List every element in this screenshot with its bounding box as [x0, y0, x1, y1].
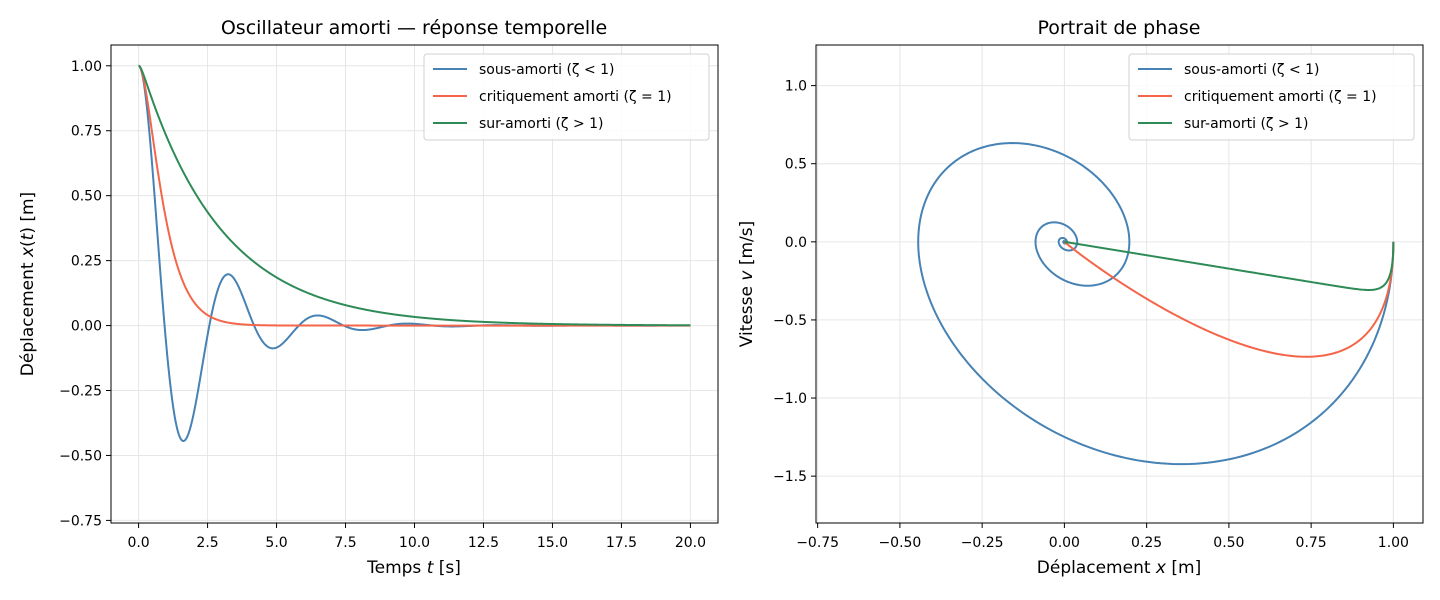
time-series-line-2: [137, 64, 692, 327]
time-y-tick-label: 0.00: [71, 319, 102, 335]
phase-x-tick-label: −0.75: [796, 535, 839, 551]
time-legend-label-1: critiquement amorti (ζ = 1): [479, 89, 672, 105]
time-legend: sous-amorti (ζ < 1) critiquement amorti (…: [423, 53, 710, 141]
phase-series-lines: [917, 142, 1395, 466]
phase-axes-frame: [815, 44, 1424, 524]
phase-y-tick-label: 1.0: [785, 79, 807, 95]
time-y-tick-label: 0.50: [71, 189, 102, 205]
time-y-tick-label: −0.75: [59, 513, 102, 529]
time-response-panel: Oscillateur amorti — réponse temporelle …: [18, 17, 719, 578]
time-x-tick-label: 17.5: [606, 535, 637, 551]
time-y-ticks: 1.00 0.75 0.50 0.25 0.00 −0.25 −0.50 −0.75: [59, 59, 111, 529]
phase-legend-label-0: sous-amorti (ζ < 1): [1184, 62, 1320, 78]
phase-y-axis-label: Vitesse v [m/s]: [737, 221, 757, 348]
time-x-ticks: 0.0 2.5 5.0 7.5 10.0 12.5 15.0 17.5 20.0: [127, 523, 706, 551]
phase-portrait-panel: Portrait de phase −0.75 −0.50 −0.25 0.00 0.2…: [737, 17, 1424, 578]
time-y-tick-label: −0.50: [59, 448, 102, 464]
time-y-tick-label: 1.00: [71, 59, 102, 75]
phase-x-ticks: −0.75 −0.50 −0.25 0.00 0.25 0.50 0.75 1.00: [796, 523, 1409, 551]
phase-x-tick-label: 0.75: [1296, 535, 1327, 551]
phase-legend-label-1: critiquement amorti (ζ = 1): [1184, 89, 1377, 105]
time-x-axis-label: Temps t [s]: [366, 558, 461, 578]
phase-series-line-2: [1063, 240, 1395, 291]
phase-x-axis-label: Déplacement x [m]: [1037, 558, 1201, 578]
time-y-axis-label: Déplacement x(t) [m]: [18, 192, 38, 376]
phase-x-tick-label: −0.25: [961, 535, 1004, 551]
time-series-lines: [137, 64, 692, 442]
time-legend-label-0: sous-amorti (ζ < 1): [479, 62, 615, 78]
phase-x-tick-label: 1.00: [1378, 535, 1409, 551]
phase-legend-label-2: sur-amorti (ζ > 1): [1184, 116, 1309, 132]
phase-legend: sous-amorti (ζ < 1) critiquement amorti (…: [1128, 53, 1415, 141]
time-x-tick-label: 7.5: [334, 535, 356, 551]
time-y-tick-label: −0.25: [59, 384, 102, 400]
time-x-tick-label: 2.5: [196, 535, 218, 551]
phase-portrait-title: Portrait de phase: [1037, 17, 1200, 39]
phase-x-tick-label: −0.50: [878, 535, 921, 551]
time-x-tick-label: 10.0: [399, 535, 430, 551]
phase-x-tick-label: 0.50: [1213, 535, 1244, 551]
time-y-tick-label: 0.25: [71, 254, 102, 270]
time-x-tick-label: 15.0: [537, 535, 568, 551]
time-response-title: Oscillateur amorti — réponse temporelle: [221, 17, 607, 39]
time-x-tick-label: 0.0: [127, 535, 149, 551]
time-y-tick-label: 0.75: [71, 124, 102, 140]
phase-x-tick-label: 0.25: [1131, 535, 1162, 551]
phase-y-tick-label: −1.0: [773, 391, 807, 407]
time-x-tick-label: 5.0: [265, 535, 287, 551]
time-legend-label-2: sur-amorti (ζ > 1): [479, 116, 604, 132]
time-legend-box: [423, 53, 710, 141]
phase-y-tick-label: 0.5: [785, 157, 807, 173]
phase-x-tick-label: 0.00: [1049, 535, 1080, 551]
time-x-tick-label: 12.5: [468, 535, 499, 551]
time-x-tick-label: 20.0: [675, 535, 706, 551]
phase-legend-box: [1128, 53, 1415, 141]
phase-y-tick-label: −1.5: [773, 469, 807, 485]
phase-y-tick-label: −0.5: [773, 313, 807, 329]
phase-y-tick-label: 0.0: [785, 235, 807, 251]
phase-y-ticks: 1.0 0.5 0.0 −0.5 −1.0 −1.5: [773, 79, 816, 485]
